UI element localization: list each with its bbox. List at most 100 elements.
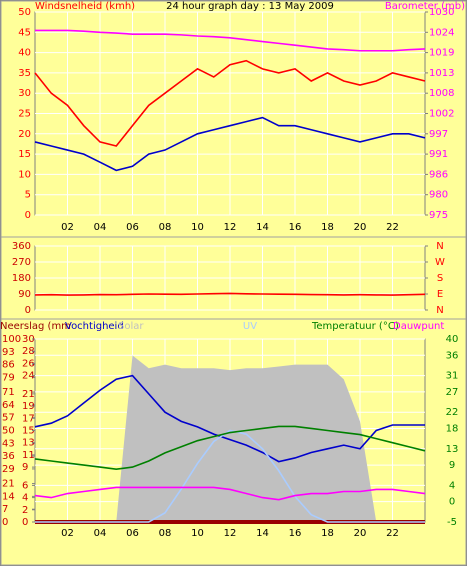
y3-tick-label: 6 xyxy=(22,480,28,491)
x-tick-label: 02 xyxy=(61,222,74,233)
y-tick-label: 0 xyxy=(25,210,31,221)
y-tick-label: 20 xyxy=(18,129,31,140)
y2-tick-label: 986 xyxy=(429,169,448,180)
y-tick-label: 35 xyxy=(18,68,31,79)
y2-tick-label: 31 xyxy=(446,371,459,382)
y-tick-label: 14 xyxy=(2,491,15,502)
x-tick-label: 14 xyxy=(256,222,269,233)
x-tick-label: 10 xyxy=(191,222,204,233)
y2-tick-label: 980 xyxy=(429,190,448,201)
y2-tick-label: 1019 xyxy=(429,48,454,59)
y-tick-label: 0 xyxy=(2,517,8,528)
y2-tick-label: 0 xyxy=(449,497,455,508)
solar-area xyxy=(35,355,425,522)
y3-tick-label: 26 xyxy=(22,358,35,369)
y-tick-label: 270 xyxy=(12,257,31,268)
y-tick-label: 25 xyxy=(18,109,31,120)
x-tick-label: 16 xyxy=(289,222,302,233)
series-line xyxy=(35,429,425,523)
x-tick-label: 04 xyxy=(94,222,107,233)
legend-label: Neerslag (mm xyxy=(0,321,71,332)
y3-tick-label: 4 xyxy=(22,493,28,504)
x-tick-label: 20 xyxy=(354,222,367,233)
y-tick-label: 0 xyxy=(25,305,31,316)
legend-label: Vochtigheid xyxy=(65,321,124,332)
y3-tick-label: 21 xyxy=(22,389,35,400)
y-tick-label: 100 xyxy=(2,334,21,345)
series-line xyxy=(34,486,426,501)
y3-tick-label: 19 xyxy=(22,401,35,412)
y2-tick-label: 997 xyxy=(429,129,448,140)
y3-tick-label: 17 xyxy=(22,413,35,424)
y-tick-label: 21 xyxy=(2,479,15,490)
y-tick-label: 29 xyxy=(2,464,15,475)
y2-tick-label: 13 xyxy=(446,444,459,455)
y-tick-label: 360 xyxy=(12,241,31,252)
y2-tick-label: N xyxy=(436,241,443,252)
y-tick-label: 10 xyxy=(18,169,31,180)
series-line xyxy=(34,292,426,296)
x-tick-label: 08 xyxy=(159,528,172,539)
x-tick-label: 06 xyxy=(126,528,139,539)
y2-tick-label: E xyxy=(437,289,443,300)
y3-tick-label: 0 xyxy=(22,517,28,528)
y-tick-label: 79 xyxy=(2,372,15,383)
y-tick-label: 5 xyxy=(25,190,31,201)
y-tick-label: 43 xyxy=(2,438,15,449)
y-tick-label: 15 xyxy=(18,149,31,160)
x-tick-label: 06 xyxy=(126,222,139,233)
series-line xyxy=(34,116,426,172)
y2-tick-label: 1008 xyxy=(429,88,454,99)
y3-tick-label: 30 xyxy=(22,334,35,345)
series-line xyxy=(35,29,426,52)
series-line xyxy=(34,59,426,147)
y-tick-label: 57 xyxy=(2,413,15,424)
y3-tick-label: 11 xyxy=(22,450,35,461)
y2-tick-label: 18 xyxy=(446,423,459,434)
y2-tick-label: 27 xyxy=(446,387,459,398)
panel-frame xyxy=(0,318,467,566)
series-line xyxy=(34,374,425,463)
y-tick-label: 45 xyxy=(18,27,31,38)
y2-tick-label: 975 xyxy=(429,210,448,221)
x-tick-label: 10 xyxy=(191,528,204,539)
x-tick-label: 08 xyxy=(159,222,172,233)
y2-tick-label: 4 xyxy=(449,480,455,491)
y2-tick-label: 1002 xyxy=(429,109,454,120)
x-tick-label: 12 xyxy=(224,222,237,233)
x-tick-label: 20 xyxy=(354,528,367,539)
y3-tick-label: 2 xyxy=(22,505,28,516)
x-tick-label: 18 xyxy=(321,222,334,233)
x-tick-label: 04 xyxy=(94,528,107,539)
x-tick-label: 14 xyxy=(256,528,269,539)
y2-tick-label: 9 xyxy=(449,460,455,471)
y2-tick-label: 991 xyxy=(429,149,448,160)
series-line xyxy=(34,425,426,470)
chart-title: 24 hour graph day : 13 May 2009 xyxy=(166,1,334,12)
y-tick-label: 7 xyxy=(2,504,8,515)
y2-tick-label: 36 xyxy=(446,350,459,361)
x-tick-label: 22 xyxy=(386,528,399,539)
y-tick-label: 90 xyxy=(18,289,31,300)
legend-label: UV xyxy=(243,321,257,332)
y2-axis-label: Barometer (mb) xyxy=(385,1,465,12)
legend-label: Dauwpunt xyxy=(393,321,444,332)
y3-tick-label: 28 xyxy=(22,346,35,357)
x-tick-label: 02 xyxy=(61,528,74,539)
y3-tick-label: 15 xyxy=(22,426,35,437)
x-tick-label: 22 xyxy=(386,222,399,233)
y-tick-label: 50 xyxy=(2,426,15,437)
y2-tick-label: S xyxy=(437,273,443,284)
y-tick-label: 40 xyxy=(18,48,31,59)
x-tick-label: 12 xyxy=(224,528,237,539)
legend-label: Solar xyxy=(118,321,144,332)
y3-tick-label: 24 xyxy=(22,371,35,382)
legend-label: Temperatuur (°C) xyxy=(311,321,399,332)
y-tick-label: 30 xyxy=(18,88,31,99)
y2-tick-label: W xyxy=(435,257,445,268)
y-tick-label: 71 xyxy=(2,387,15,398)
x-tick-label: 16 xyxy=(289,528,302,539)
y3-tick-label: 9 xyxy=(22,462,28,473)
y-tick-label: 64 xyxy=(2,400,15,411)
